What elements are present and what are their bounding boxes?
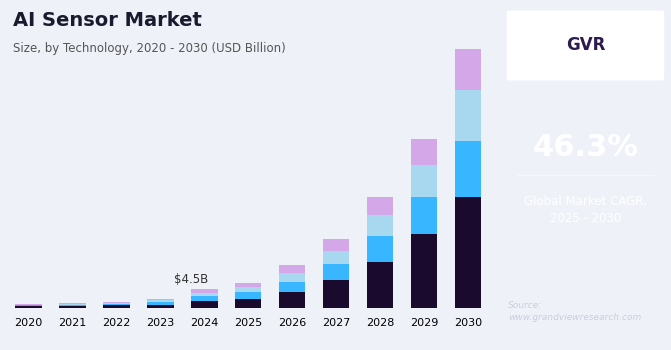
Bar [147, 304, 174, 308]
Bar [367, 236, 393, 262]
Bar [235, 299, 262, 308]
Bar [367, 197, 393, 215]
Bar [103, 301, 130, 302]
Bar [411, 234, 437, 308]
Bar [103, 302, 130, 304]
Bar [279, 292, 305, 308]
Bar [103, 306, 130, 308]
Bar [60, 306, 86, 308]
Bar [15, 305, 42, 306]
Bar [103, 304, 130, 306]
Bar [147, 299, 174, 300]
Bar [323, 264, 350, 280]
Bar [235, 292, 262, 299]
Bar [411, 197, 437, 234]
Bar [60, 303, 86, 304]
Bar [367, 215, 393, 236]
Bar [323, 239, 350, 251]
Bar [279, 282, 305, 292]
Bar [455, 49, 481, 90]
Bar [279, 273, 305, 282]
Bar [235, 287, 262, 292]
Bar [411, 139, 437, 164]
Bar [323, 280, 350, 308]
Text: Global Market CAGR,
2025 - 2030: Global Market CAGR, 2025 - 2030 [524, 195, 647, 225]
Text: Source:
www.grandviewresearch.com: Source: www.grandviewresearch.com [509, 301, 641, 322]
Bar [455, 90, 481, 141]
Bar [367, 262, 393, 308]
Bar [60, 304, 86, 306]
FancyBboxPatch shape [507, 10, 664, 80]
Bar [191, 301, 217, 308]
Bar [147, 300, 174, 302]
Bar [323, 251, 350, 264]
Bar [191, 293, 217, 296]
Text: $4.5B: $4.5B [174, 273, 208, 286]
Bar [235, 282, 262, 287]
Text: Size, by Technology, 2020 - 2030 (USD Billion): Size, by Technology, 2020 - 2030 (USD Bi… [13, 42, 286, 55]
Bar [191, 289, 217, 293]
Bar [411, 164, 437, 197]
Bar [147, 302, 174, 304]
Bar [191, 296, 217, 301]
Legend: NLP, Machine Learning, Computer Vision, Context-aware Computing: NLP, Machine Learning, Computer Vision, … [26, 348, 470, 350]
Bar [455, 197, 481, 308]
Bar [455, 141, 481, 197]
Text: 46.3%: 46.3% [533, 133, 638, 161]
Text: AI Sensor Market: AI Sensor Market [13, 10, 202, 29]
Bar [15, 306, 42, 308]
Bar [15, 304, 42, 305]
Text: GVR: GVR [566, 36, 605, 55]
Bar [279, 265, 305, 273]
